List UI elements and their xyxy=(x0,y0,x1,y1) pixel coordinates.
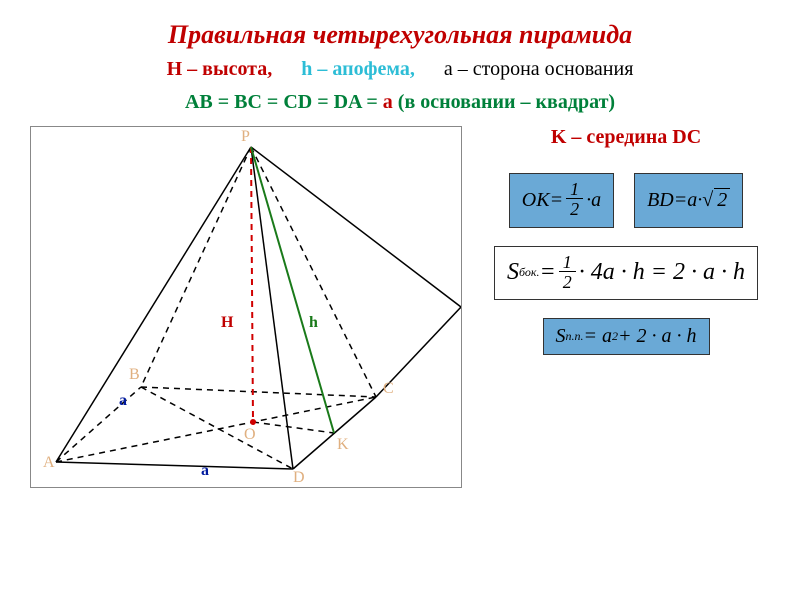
content-row: P A B C D K O Hh a a K – середина DC OK = 12 · a … xyxy=(30,126,770,488)
formula-row-1: OK = 12 · a BD = a · √2 xyxy=(509,173,743,228)
svg-text:h: h xyxy=(309,314,318,331)
svg-text:A: A xyxy=(43,454,55,471)
svg-text:a: a xyxy=(119,392,127,409)
svg-text:O: O xyxy=(244,426,256,443)
svg-text:a: a xyxy=(201,462,209,479)
svg-text:P: P xyxy=(241,128,250,145)
sqrt-sign: √ xyxy=(702,189,713,212)
frac-half-1: 12 xyxy=(566,180,583,221)
legend-H: H – высота, xyxy=(167,58,273,80)
svg-text:H: H xyxy=(221,314,234,331)
formula-column: K – середина DC OK = 12 · a BD = a · √2 … xyxy=(482,126,770,488)
eq-sides: AB = BC = CD = DA = xyxy=(185,91,383,113)
formula-BD: BD = a · √2 xyxy=(634,173,743,228)
legend-a: а – сторона основания xyxy=(444,58,634,80)
svg-text:D: D xyxy=(293,469,305,486)
eq-a: a xyxy=(383,91,393,113)
pyramid-svg: P A B C D K O Hh a a xyxy=(31,127,461,487)
svg-text:K: K xyxy=(337,436,349,453)
formula-Spp: Sп.п. = a2 + 2 · a · h xyxy=(543,318,710,355)
eq-rest: (в основании – квадрат) xyxy=(393,91,615,113)
pyramid-diagram: P A B C D K O Hh a a xyxy=(30,126,462,488)
legend-h: h – апофема, xyxy=(301,58,415,80)
page-title: Правильная четырехугольная пирамида xyxy=(30,20,770,50)
formula-Sbok: Sбок. = 12 · 4a · h = 2 · a · h xyxy=(494,246,758,301)
legend-row: H – высота, h – апофема, а – сторона осн… xyxy=(30,58,770,81)
title-text: Правильная четырехугольная пирамида xyxy=(168,20,632,49)
svg-text:C: C xyxy=(383,380,394,397)
frac-half-2: 12 xyxy=(559,253,576,294)
base-equation: AB = BC = CD = DA = a (в основании – ква… xyxy=(30,91,770,114)
formula-OK: OK = 12 · a xyxy=(509,173,614,228)
k-midpoint-label: K – середина DC xyxy=(551,126,701,149)
svg-text:B: B xyxy=(129,366,140,383)
